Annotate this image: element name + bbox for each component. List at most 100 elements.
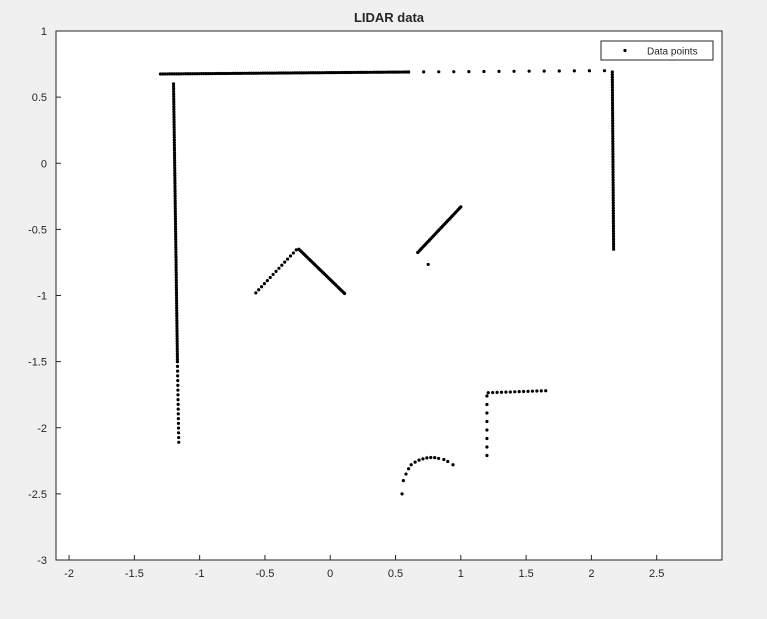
data-point — [313, 71, 317, 75]
data-point — [254, 71, 258, 75]
data-point — [611, 137, 615, 141]
data-point — [175, 334, 179, 338]
data-point — [174, 245, 178, 249]
data-point — [611, 206, 615, 210]
data-point — [245, 71, 249, 75]
data-point — [611, 175, 615, 179]
data-point — [485, 436, 489, 441]
y-tick-label: -1 — [37, 291, 47, 303]
data-point — [542, 69, 546, 73]
data-point — [611, 214, 615, 218]
data-point — [174, 286, 178, 290]
data-point — [174, 230, 178, 234]
data-point — [557, 69, 561, 73]
legend[interactable]: Data points — [600, 40, 714, 61]
x-tick-label: 0.5 — [388, 568, 403, 580]
data-point — [199, 72, 204, 76]
data-point — [176, 397, 180, 402]
data-point — [611, 119, 615, 123]
data-point — [611, 132, 615, 136]
data-point — [211, 71, 215, 76]
data-point — [329, 71, 333, 75]
data-point — [343, 70, 347, 75]
data-point — [176, 421, 181, 425]
data-point — [611, 224, 616, 228]
data-point — [611, 203, 615, 208]
data-point — [176, 402, 180, 406]
data-point — [356, 70, 361, 74]
data-point — [544, 389, 548, 393]
data-point — [175, 354, 179, 359]
data-point — [610, 70, 614, 74]
data-point — [343, 291, 347, 296]
data-point — [229, 71, 233, 76]
data-point — [175, 314, 179, 318]
data-point — [206, 72, 210, 76]
data-point — [354, 70, 358, 75]
data-point — [482, 69, 486, 74]
data-point — [231, 71, 235, 75]
data-point — [177, 435, 181, 440]
data-point — [294, 248, 298, 252]
data-point — [611, 126, 615, 131]
data-point — [437, 70, 441, 74]
y-tick-label: 0 — [41, 158, 47, 170]
data-point — [611, 183, 615, 187]
data-point — [361, 70, 365, 74]
y-tick-label: -2 — [37, 423, 47, 435]
data-point — [181, 72, 185, 76]
data-point — [173, 179, 177, 183]
y-tick-label: -2.5 — [28, 489, 47, 501]
data-point — [611, 114, 615, 118]
data-point — [530, 389, 535, 393]
data-point — [233, 71, 238, 75]
data-point — [271, 272, 275, 277]
data-point — [172, 156, 177, 160]
data-point — [265, 278, 269, 283]
data-point — [172, 125, 176, 129]
data-point — [611, 185, 615, 190]
data-point — [610, 83, 615, 87]
data-point — [174, 265, 178, 269]
data-point — [284, 71, 288, 75]
data-point — [322, 71, 326, 75]
data-point — [610, 85, 615, 90]
data-point — [611, 239, 616, 244]
y-axis: -3 -2.5 -2 -1.5 -1 -0.5 0 0.5 1 — [28, 26, 61, 567]
data-point — [350, 70, 354, 75]
data-point — [236, 71, 240, 75]
data-point — [404, 472, 408, 476]
data-point — [368, 70, 372, 74]
data-point — [300, 71, 304, 75]
data-point — [611, 134, 615, 138]
data-point — [274, 269, 278, 273]
data-point — [611, 147, 615, 151]
data-point — [504, 390, 508, 394]
data-point — [170, 72, 174, 76]
data-point — [409, 463, 413, 467]
data-point — [165, 72, 169, 76]
x-tick-label: -0.5 — [255, 568, 274, 580]
data-point — [318, 71, 322, 75]
data-point — [446, 459, 450, 464]
data-point — [363, 70, 367, 74]
data-point — [174, 281, 178, 285]
data-point — [611, 152, 615, 156]
data-point — [174, 291, 179, 295]
data-point — [175, 342, 179, 346]
data-point — [611, 229, 616, 233]
data-point — [304, 71, 308, 75]
data-point — [400, 70, 404, 74]
data-point — [336, 70, 340, 75]
data-point — [174, 242, 178, 247]
data-point — [610, 101, 615, 105]
data-point — [611, 232, 616, 236]
data-point — [611, 155, 615, 159]
data-point — [381, 70, 386, 74]
data-point — [172, 146, 177, 150]
data-point — [485, 419, 489, 424]
data-point — [204, 72, 208, 76]
data-point — [611, 237, 616, 241]
data-point — [174, 250, 178, 254]
